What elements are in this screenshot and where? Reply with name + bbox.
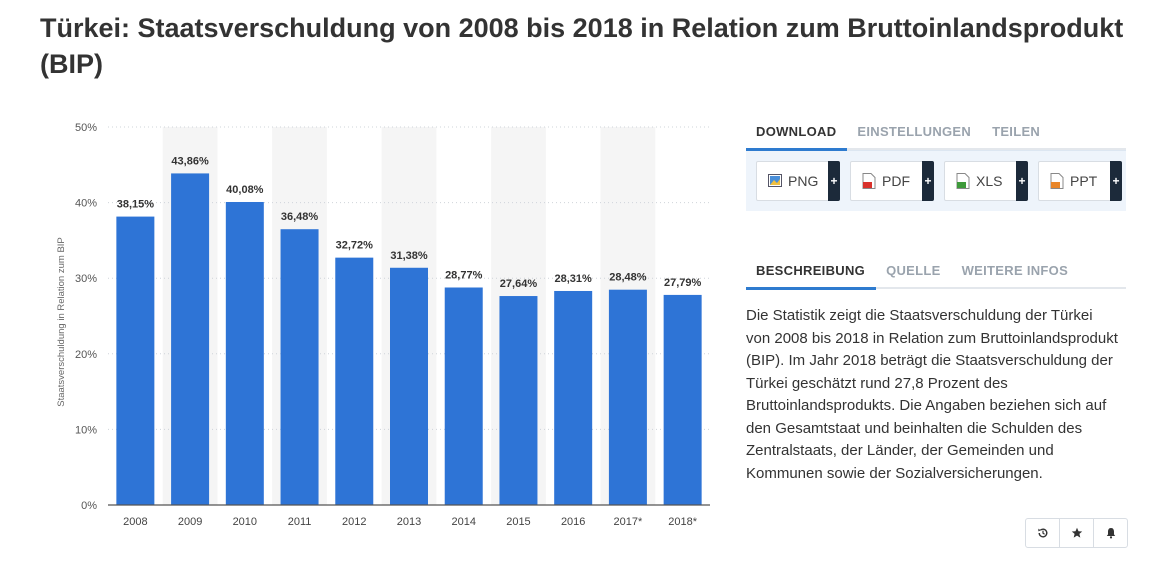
download-pdf-button[interactable]: PDF + xyxy=(850,161,934,201)
data-label: 28,31% xyxy=(555,273,593,285)
y-tick-label: 20% xyxy=(75,349,97,361)
y-tick-label: 0% xyxy=(81,500,97,512)
history-button[interactable] xyxy=(1026,519,1059,547)
bar xyxy=(554,290,593,505)
x-tick-label: 2013 xyxy=(397,516,421,528)
tab-download[interactable]: DOWNLOAD xyxy=(746,120,848,151)
x-tick-label: 2010 xyxy=(233,516,257,528)
bar-chart: 0% 10% 20% 30% 40% 50% Staatsverschuldung in R… xyxy=(56,122,710,528)
tab-einstellungen[interactable]: EINSTELLUNGEN xyxy=(857,124,972,139)
info-tabs: BESCHREIBUNG QUELLE WEITERE INFOS xyxy=(746,259,1126,290)
data-label: 28,48% xyxy=(609,272,647,284)
x-tick-label: 2009 xyxy=(178,516,202,528)
tab-beschreibung[interactable]: BESCHREIBUNG xyxy=(746,259,877,290)
bar xyxy=(608,289,647,505)
favorite-button[interactable] xyxy=(1059,519,1093,547)
notification-button[interactable] xyxy=(1093,519,1127,547)
download-ppt-label: PPT xyxy=(1070,173,1098,189)
action-buttons xyxy=(1025,518,1128,548)
download-pdf-label: PDF xyxy=(882,173,910,189)
bar xyxy=(335,257,374,505)
y-tick-label: 10% xyxy=(75,424,97,436)
download-ppt-plus[interactable]: + xyxy=(1110,161,1122,201)
y-tick-label: 40% xyxy=(75,198,97,210)
data-label: 28,77% xyxy=(445,269,483,281)
bar xyxy=(444,287,483,505)
data-label: 27,64% xyxy=(500,278,538,290)
download-box: PNG + PDF + XLS + PPT + xyxy=(746,150,1126,211)
x-tick-label: 2016 xyxy=(561,516,585,528)
bar xyxy=(663,294,702,505)
download-xls-plus[interactable]: + xyxy=(1016,161,1028,201)
pdf-file-icon xyxy=(862,173,876,189)
x-tick-label: 2017* xyxy=(614,516,643,528)
y-axis-label: Staatsverschuldung in Relation zum BIP xyxy=(56,237,67,407)
y-tick-label: 30% xyxy=(75,273,97,285)
side-panel: DOWNLOAD EINSTELLUNGEN TEILEN PNG + PDF … xyxy=(746,120,1126,485)
bar xyxy=(225,201,264,505)
x-tick-label: 2014 xyxy=(451,516,475,528)
bar xyxy=(116,216,155,505)
bell-icon xyxy=(1106,528,1115,539)
x-tick-label: 2008 xyxy=(123,516,147,528)
data-label: 32,72% xyxy=(336,240,374,252)
x-tick-label: 2012 xyxy=(342,516,366,528)
bar xyxy=(280,229,319,506)
x-tick-label: 2018* xyxy=(668,516,697,528)
xls-file-icon xyxy=(956,173,970,189)
data-label: 36,48% xyxy=(281,211,319,223)
bar xyxy=(390,267,428,505)
x-tick-label: 2015 xyxy=(506,516,530,528)
y-tick-label: 50% xyxy=(75,122,97,134)
png-file-icon xyxy=(768,173,782,189)
x-tick-label: 2011 xyxy=(288,516,312,528)
star-icon xyxy=(1071,527,1082,538)
tab-quelle[interactable]: QUELLE xyxy=(886,263,941,278)
tab-weitere-infos[interactable]: WEITERE INFOS xyxy=(961,263,1069,278)
data-label: 27,79% xyxy=(664,277,702,289)
page-title: Türkei: Staatsverschuldung von 2008 bis … xyxy=(40,13,1124,79)
download-pdf-plus[interactable]: + xyxy=(922,161,934,201)
download-xls-label: XLS xyxy=(976,173,1003,189)
data-label: 38,15% xyxy=(117,199,155,211)
data-label: 43,86% xyxy=(171,155,209,167)
ppt-file-icon xyxy=(1050,173,1064,189)
bar xyxy=(171,173,210,505)
chart: 0% 10% 20% 30% 40% 50% Staatsverschuldung in R… xyxy=(50,110,720,540)
data-label: 40,08% xyxy=(226,184,264,196)
history-icon xyxy=(1037,528,1047,538)
download-xls-button[interactable]: XLS + xyxy=(944,161,1028,201)
download-png-label: PNG xyxy=(788,173,819,189)
description-text: Die Statistik zeigt die Staatsverschuldu… xyxy=(746,307,1118,482)
bar xyxy=(499,296,538,505)
download-png-plus[interactable]: + xyxy=(828,161,840,201)
download-ppt-button[interactable]: PPT + xyxy=(1038,161,1122,201)
tab-teilen[interactable]: TEILEN xyxy=(992,124,1041,139)
data-label: 31,38% xyxy=(390,250,428,262)
download-tabs: DOWNLOAD EINSTELLUNGEN TEILEN xyxy=(746,120,1126,151)
download-png-button[interactable]: PNG + xyxy=(756,161,840,201)
